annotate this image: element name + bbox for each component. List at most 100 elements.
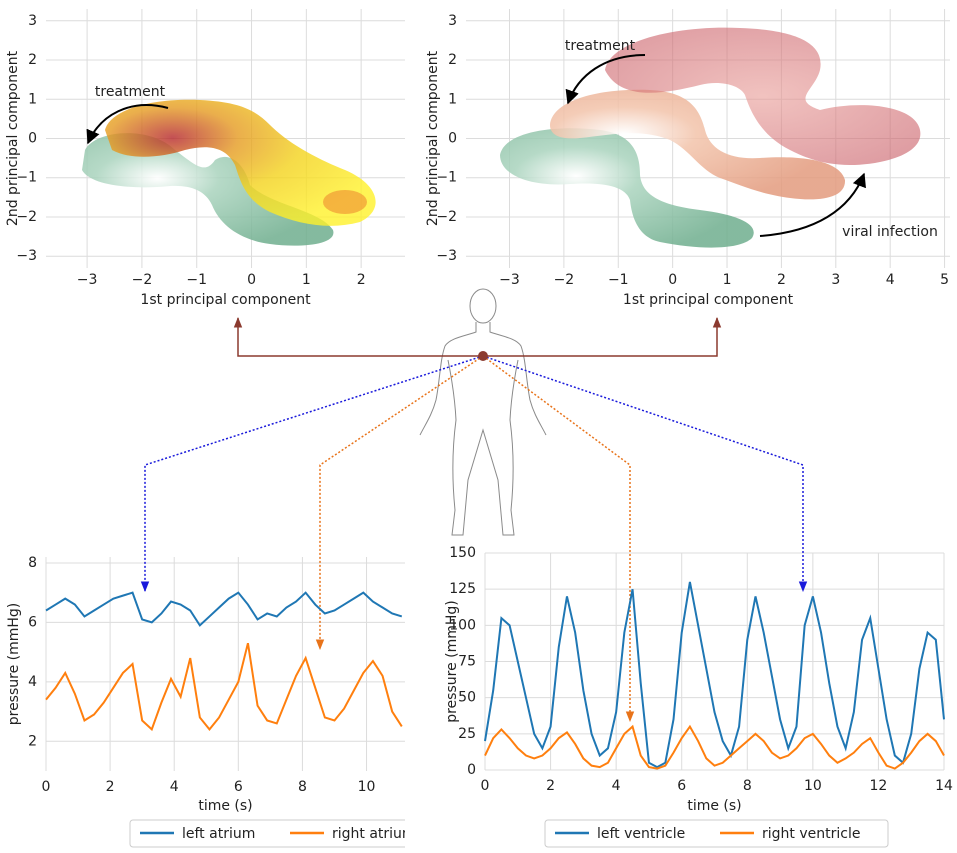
y-tick-label: 3 <box>448 13 457 29</box>
x-axis-label: time (s) <box>198 798 252 814</box>
connector <box>315 355 484 651</box>
treatment-arrow <box>565 54 646 105</box>
y-tick-label: −2 <box>436 209 457 225</box>
y-axis-label: pressure (mmHg) <box>6 603 22 726</box>
y-tick-label: 0 <box>448 131 457 147</box>
series-line <box>484 724 945 770</box>
y-tick-label: 2 <box>28 733 37 749</box>
treatment-arrow <box>86 104 169 145</box>
x-tick-label: 0 <box>247 272 256 288</box>
y-tick-label: 100 <box>449 617 476 633</box>
y-tick-label: 0 <box>28 131 37 147</box>
x-tick-label: 14 <box>935 778 953 794</box>
x-tick-label: 0 <box>668 272 677 288</box>
x-tick-label: 5 <box>940 272 949 288</box>
connectors <box>140 316 808 723</box>
connector <box>482 355 808 593</box>
x-tick-label: 1 <box>302 272 311 288</box>
sample-point <box>478 351 488 361</box>
x-tick-label: −1 <box>608 272 629 288</box>
connector <box>140 355 484 593</box>
x-tick-label: 12 <box>870 778 888 794</box>
infection-arrow <box>759 172 866 237</box>
y-tick-label: −2 <box>16 209 37 225</box>
x-tick-label: 4 <box>886 272 895 288</box>
x-axis-label: 1st principal component <box>623 292 794 308</box>
legend-label: right atrium <box>332 826 416 842</box>
legend: left ventricle right ventricle <box>544 819 889 848</box>
annotation: treatment <box>95 84 166 100</box>
x-tick-label: 0 <box>481 778 490 794</box>
baseline-density <box>82 133 334 246</box>
annotation: viral infection <box>842 224 938 240</box>
y-tick-label: 75 <box>458 654 476 670</box>
x-tick-label: −2 <box>132 272 153 288</box>
y-tick-label: 150 <box>449 545 476 561</box>
x-tick-label: 10 <box>358 779 376 795</box>
y-tick-label: 0 <box>467 762 476 778</box>
x-tick-label: 2 <box>357 272 366 288</box>
x-tick-label: 1 <box>723 272 732 288</box>
y-axis-label: 2nd principal component <box>425 50 441 226</box>
x-tick-label: 4 <box>170 779 179 795</box>
connector <box>483 316 722 357</box>
x-tick-label: −3 <box>499 272 520 288</box>
connector <box>482 355 635 723</box>
y-tick-label: 2 <box>448 52 457 68</box>
annotation: treatment <box>565 38 636 54</box>
x-tick-label: 4 <box>612 778 621 794</box>
density-core <box>323 190 367 214</box>
series-line <box>45 642 403 732</box>
treatment-density <box>105 99 376 226</box>
grid-layer <box>45 9 950 771</box>
x-tick-label: −3 <box>77 272 98 288</box>
x-tick-label: 0 <box>42 779 51 795</box>
y-axis-label: 2nd principal component <box>5 50 21 226</box>
x-tick-label: −2 <box>554 272 575 288</box>
x-tick-label: 3 <box>831 272 840 288</box>
treatment-density <box>550 89 846 200</box>
y-tick-label: 3 <box>28 13 37 29</box>
x-tick-label: 10 <box>804 778 822 794</box>
y-tick-label: −3 <box>436 248 457 264</box>
x-tick-label: 8 <box>743 778 752 794</box>
x-axis-label: 1st principal component <box>140 292 311 308</box>
legend-label: left atrium <box>182 826 255 842</box>
y-tick-label: −3 <box>16 248 37 264</box>
baseline-density <box>500 128 754 248</box>
x-tick-label: 2 <box>546 778 555 794</box>
y-tick-label: 25 <box>458 726 476 742</box>
x-tick-label: 2 <box>106 779 115 795</box>
y-tick-label: 50 <box>458 690 476 706</box>
annotation-arrows <box>86 54 866 237</box>
legend-label: right ventricle <box>762 826 860 842</box>
human-figure <box>419 288 547 536</box>
y-tick-label: 4 <box>28 674 37 690</box>
legend-box <box>544 819 889 848</box>
x-tick-label: 6 <box>234 779 243 795</box>
y-tick-label: 6 <box>28 614 37 630</box>
y-tick-label: 1 <box>28 91 37 107</box>
y-axis-label: pressure (mmHg) <box>444 600 460 723</box>
x-tick-label: 6 <box>677 778 686 794</box>
y-tick-label: 8 <box>28 555 37 571</box>
y-tick-label: 2 <box>28 52 37 68</box>
y-tick-label: −1 <box>16 170 37 186</box>
legend-label: left ventricle <box>597 826 685 842</box>
x-tick-label: 2 <box>777 272 786 288</box>
series-line <box>45 591 403 627</box>
density-blobs <box>82 27 921 248</box>
connector <box>233 316 483 357</box>
x-tick-label: −1 <box>186 272 207 288</box>
y-tick-label: 125 <box>449 581 476 597</box>
legend: left atrium right atrium <box>129 819 416 848</box>
legend-box <box>129 819 405 848</box>
x-tick-label: 8 <box>298 779 307 795</box>
series-line <box>484 581 945 769</box>
x-axis-label: time (s) <box>687 798 741 814</box>
y-tick-label: 1 <box>448 91 457 107</box>
infection-density <box>605 27 921 165</box>
